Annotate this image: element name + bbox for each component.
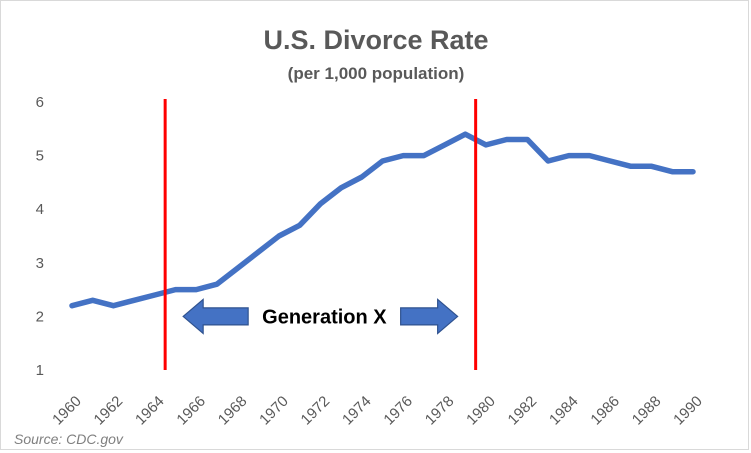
- x-tick-label: 1974: [339, 393, 375, 429]
- chart-title: U.S. Divorce Rate: [263, 25, 488, 55]
- left-arrow: [182, 298, 249, 335]
- right-arrow: [400, 298, 459, 335]
- x-tick-label: 1982: [505, 393, 541, 429]
- chart-subtitle: (per 1,000 population): [288, 64, 465, 83]
- y-tick-label: 3: [36, 255, 44, 272]
- x-tick-label: 1960: [49, 393, 85, 429]
- y-tick-label: 2: [36, 308, 44, 325]
- x-tick-label: 1978: [422, 393, 458, 429]
- y-tick-label: 4: [36, 201, 44, 218]
- x-tick-label: 1964: [132, 393, 168, 429]
- x-tick-label: 1984: [546, 393, 582, 429]
- x-tick-label: 1970: [256, 393, 292, 429]
- source-note: Source: CDC.gov: [14, 431, 124, 447]
- y-tick-label: 5: [36, 148, 44, 165]
- x-tick-label: 1962: [91, 393, 127, 429]
- x-tick-label: 1972: [298, 393, 334, 429]
- x-tick-label: 1976: [380, 393, 416, 429]
- x-tick-label: 1986: [587, 393, 623, 429]
- x-tick-label: 1990: [670, 393, 706, 429]
- x-tick-label: 1980: [463, 393, 499, 429]
- x-tick-label: 1988: [629, 393, 665, 429]
- x-tick-label: 1966: [173, 393, 209, 429]
- x-tick-label: 1968: [215, 393, 251, 429]
- y-tick-label: 1: [36, 362, 44, 379]
- generation-x-label: Generation X: [262, 306, 387, 328]
- y-tick-label: 6: [36, 94, 44, 111]
- divorce-rate-line: [69, 131, 696, 309]
